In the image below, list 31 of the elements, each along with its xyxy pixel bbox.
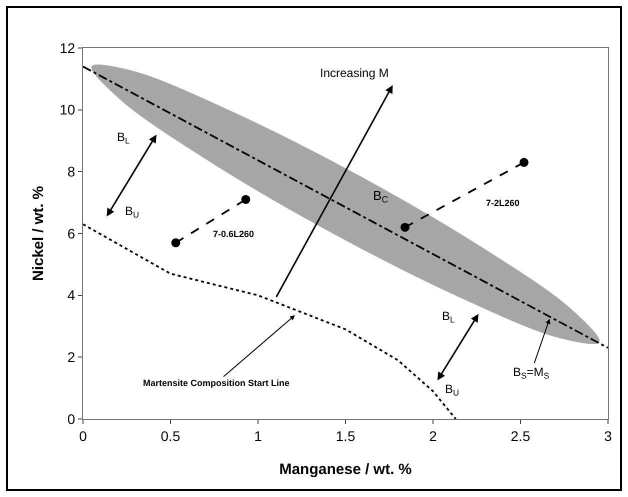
annotation: 7-2L260 <box>486 198 520 208</box>
point <box>241 194 250 204</box>
point <box>171 238 180 248</box>
x-tick-label: 2 <box>429 428 438 444</box>
y-axis-title: Nickel / wt. % <box>30 186 47 282</box>
annotation: Martensite Composition Start Line <box>143 378 290 388</box>
y-tick-label: 6 <box>67 225 76 242</box>
x-tick-label: 2.5 <box>510 428 530 444</box>
y-tick-label: 12 <box>60 40 76 56</box>
x-tick-label: 1.5 <box>336 428 356 444</box>
annotation: B$_{U}$ <box>445 382 460 398</box>
annotation: B$_{S}$=M$_{S}$ <box>513 365 550 381</box>
point <box>400 222 410 232</box>
x-tick-label: 3 <box>604 428 612 444</box>
y-tick-label: 4 <box>67 287 76 304</box>
annotation: Increasing M <box>320 66 389 80</box>
x-tick-label: 0.5 <box>160 428 180 444</box>
y-tick-label: 8 <box>67 164 76 180</box>
x-tick-label: 1 <box>254 428 262 444</box>
annotation: B$_{L}$ <box>442 309 456 325</box>
annotation: B$_{L}$ <box>117 130 130 146</box>
y-tick-label: 10 <box>60 102 76 118</box>
annotation: B$_{C}$ <box>373 188 389 205</box>
x-axis-title: Manganese / wt. % <box>279 461 412 478</box>
point <box>520 158 528 167</box>
annotation: B$_{U}$ <box>125 204 140 220</box>
y-tick-label: 2 <box>67 349 76 366</box>
y-tick-label: 0 <box>67 410 76 427</box>
x-tick-label: 0 <box>79 428 88 444</box>
line-series <box>83 223 457 419</box>
annotation: 7-0.6L260 <box>213 229 254 239</box>
